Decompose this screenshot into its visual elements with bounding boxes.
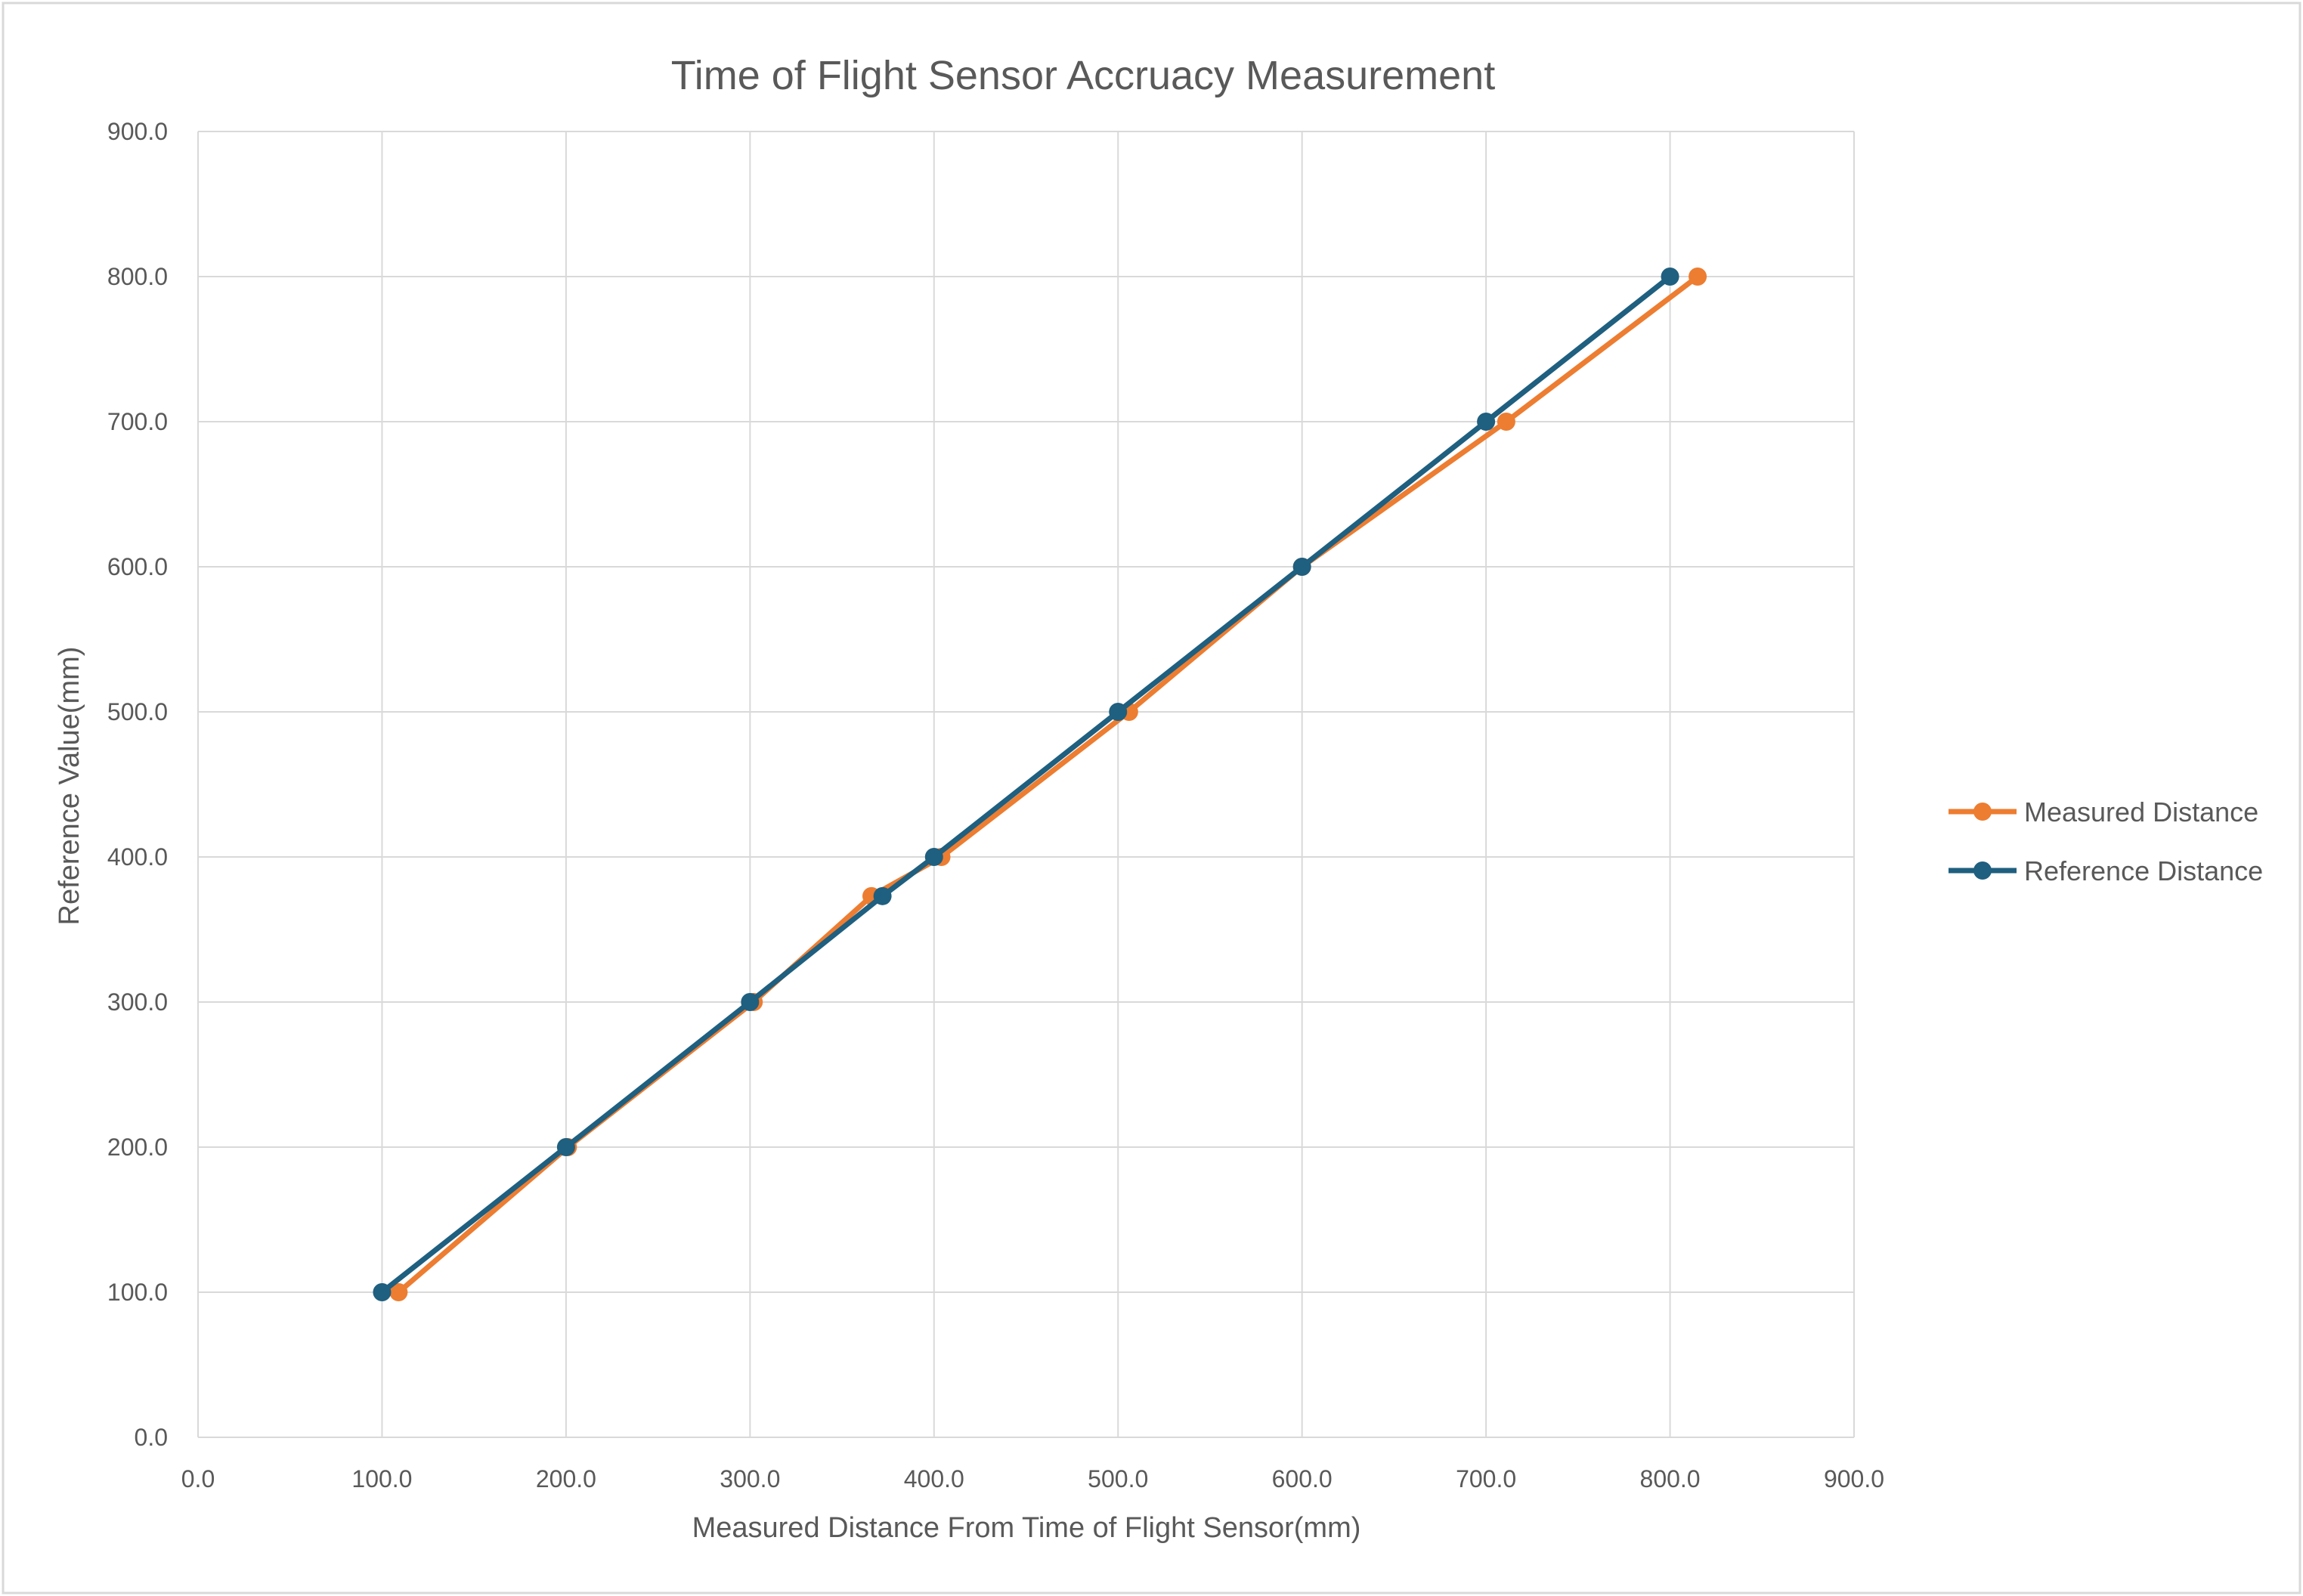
data-point [741, 993, 760, 1011]
y-tick-label: 100.0 [107, 1279, 168, 1306]
y-tick-label: 700.0 [107, 408, 168, 435]
chart-title: Time of Flight Sensor Accruacy Measureme… [671, 53, 1495, 98]
data-point [1661, 268, 1679, 286]
x-tick-label: 600.0 [1272, 1465, 1333, 1492]
data-point [1109, 703, 1128, 721]
y-tick-label: 0.0 [135, 1424, 168, 1451]
x-tick-labels: 0.0 100.0 200.0 300.0 400.0 500.0 600.0 700.0 80… [181, 1465, 1884, 1492]
data-point [389, 1283, 408, 1301]
x-tick-label: 0.0 [181, 1465, 215, 1492]
legend-label: Reference Distance [2024, 855, 2263, 886]
data-point [924, 848, 943, 866]
series-group [373, 268, 1707, 1301]
x-tick-label: 200.0 [536, 1465, 596, 1492]
x-tick-label: 100.0 [351, 1465, 412, 1492]
x-tick-label: 800.0 [1640, 1465, 1701, 1492]
data-point [1689, 268, 1707, 286]
grid-lines [197, 131, 1855, 1438]
legend-label: Measured Distance [2024, 796, 2258, 827]
x-tick-label: 700.0 [1456, 1465, 1516, 1492]
x-tick-label: 400.0 [904, 1465, 964, 1492]
y-tick-label: 800.0 [107, 263, 168, 290]
y-axis-label: Reference Value(mm) [54, 647, 85, 926]
y-tick-labels: 0.0 100.0 200.0 300.0 400.0 500.0 600.0 700.0 80… [107, 118, 168, 1451]
legend-marker [1973, 861, 1992, 880]
data-point [1477, 413, 1496, 431]
data-point [556, 1138, 575, 1156]
x-axis-label: Measured Distance From Time of Flight Se… [692, 1512, 1361, 1544]
y-tick-label: 400.0 [107, 843, 168, 871]
x-tick-label: 900.0 [1824, 1465, 1884, 1492]
data-point [1292, 558, 1311, 576]
x-tick-label: 500.0 [1088, 1465, 1148, 1492]
legend: Measured Distance Reference Distance [1949, 796, 2263, 886]
data-point [373, 1283, 392, 1301]
y-tick-label: 200.0 [107, 1134, 168, 1161]
legend-item: Reference Distance [1949, 855, 2263, 886]
legend-marker [1973, 803, 1992, 821]
y-tick-label: 500.0 [107, 698, 168, 725]
y-tick-label: 900.0 [107, 118, 168, 145]
data-point [1497, 413, 1515, 431]
x-tick-label: 300.0 [720, 1465, 780, 1492]
legend-item: Measured Distance [1949, 796, 2258, 827]
series-2 [373, 268, 1679, 1301]
y-tick-label: 300.0 [107, 988, 168, 1016]
y-tick-label: 600.0 [107, 553, 168, 580]
data-point [873, 886, 892, 905]
